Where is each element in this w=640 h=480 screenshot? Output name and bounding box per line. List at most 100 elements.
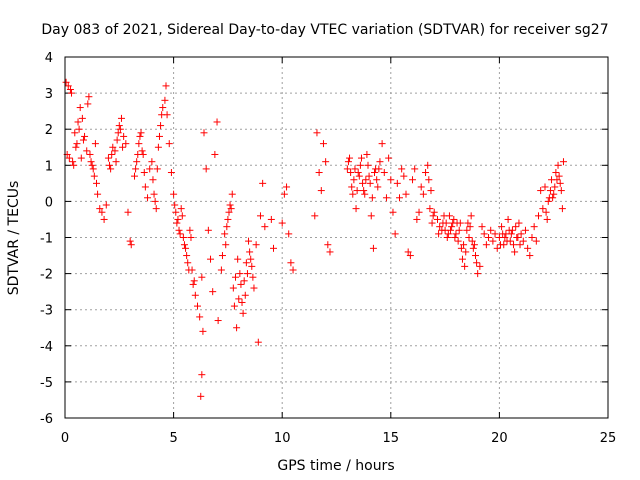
data-point [537, 187, 545, 195]
data-point [389, 208, 397, 216]
data-point [373, 176, 381, 184]
data-point [351, 165, 359, 173]
data-point [365, 172, 373, 180]
data-point [544, 197, 552, 205]
data-point [507, 230, 515, 238]
data-point [501, 234, 509, 241]
data-point [197, 392, 205, 400]
y-axis-label: SDTVAR / TECUs [6, 181, 22, 296]
data-point [137, 129, 145, 137]
data-point [218, 252, 226, 260]
data-point [313, 129, 321, 137]
data-point [79, 136, 87, 144]
y-tick-label: -3 [40, 304, 53, 319]
y-tick-label: -5 [40, 376, 53, 391]
data-point [398, 165, 406, 173]
data-point [534, 212, 542, 220]
data-point [528, 234, 536, 241]
data-point [179, 234, 187, 241]
data-point [92, 179, 100, 187]
data-point [542, 208, 550, 216]
data-point [285, 230, 293, 238]
data-point [120, 132, 128, 140]
data-point [153, 165, 161, 173]
data-point [132, 165, 140, 173]
data-point [151, 197, 159, 205]
data-point [158, 111, 166, 119]
data-point [131, 172, 139, 180]
data-point [289, 266, 297, 274]
data-point [161, 96, 169, 104]
x-tick-label: 10 [274, 431, 291, 446]
data-point [467, 212, 475, 220]
data-point [189, 280, 197, 288]
data-point [482, 241, 490, 249]
data-point [259, 179, 267, 187]
data-point [106, 161, 114, 169]
data-point [454, 237, 462, 245]
data-point [91, 140, 99, 148]
data-point [256, 212, 264, 220]
data-point [133, 158, 141, 166]
data-point [380, 169, 388, 177]
data-point [424, 161, 432, 169]
data-point [326, 248, 334, 256]
data-point [122, 140, 130, 148]
data-point [86, 150, 94, 158]
data-point [107, 165, 115, 173]
data-point [559, 158, 567, 166]
x-tick-label: 0 [61, 431, 69, 446]
data-point [526, 252, 534, 260]
data-point [187, 234, 195, 241]
data-point [116, 125, 124, 133]
data-point [246, 248, 254, 256]
data-point [249, 273, 257, 281]
data-point [361, 190, 369, 198]
data-point [353, 187, 361, 195]
plot-frame [64, 56, 609, 419]
data-point [190, 277, 198, 285]
data-point [247, 255, 255, 263]
data-point [400, 172, 408, 180]
data-point [155, 132, 163, 140]
data-point [549, 194, 557, 202]
data-point [458, 255, 466, 263]
data-point [70, 161, 78, 169]
data-point [558, 205, 566, 213]
data-point [496, 241, 504, 249]
data-point [356, 161, 364, 169]
data-point [221, 230, 229, 238]
data-point [515, 219, 523, 227]
data-point [344, 158, 352, 166]
data-point [371, 169, 379, 177]
data-point [354, 169, 362, 177]
data-point [555, 172, 563, 180]
data-point [469, 244, 477, 252]
data-point [165, 140, 173, 148]
data-point [104, 154, 112, 162]
data-point [478, 223, 486, 231]
data-point [242, 259, 250, 267]
data-point [176, 230, 184, 238]
data-point [362, 176, 370, 184]
data-point [546, 187, 554, 195]
data-point [234, 255, 242, 263]
data-point [433, 215, 441, 223]
y-tick-label: 2 [45, 123, 53, 138]
data-point [521, 226, 529, 234]
data-point [240, 277, 248, 285]
data-point [180, 241, 188, 249]
data-point [191, 291, 199, 299]
data-point [114, 129, 122, 137]
data-point [94, 190, 102, 198]
data-point [363, 150, 371, 158]
data-point [360, 187, 368, 195]
data-point [461, 262, 469, 270]
data-point [207, 255, 215, 263]
y-tick-labels: -6 -5 -4 -3 -2 -1 0 1 2 3 4 [40, 51, 53, 427]
data-point [76, 104, 84, 112]
data-point [419, 190, 427, 198]
data-point [317, 187, 325, 195]
data-point [374, 183, 382, 191]
